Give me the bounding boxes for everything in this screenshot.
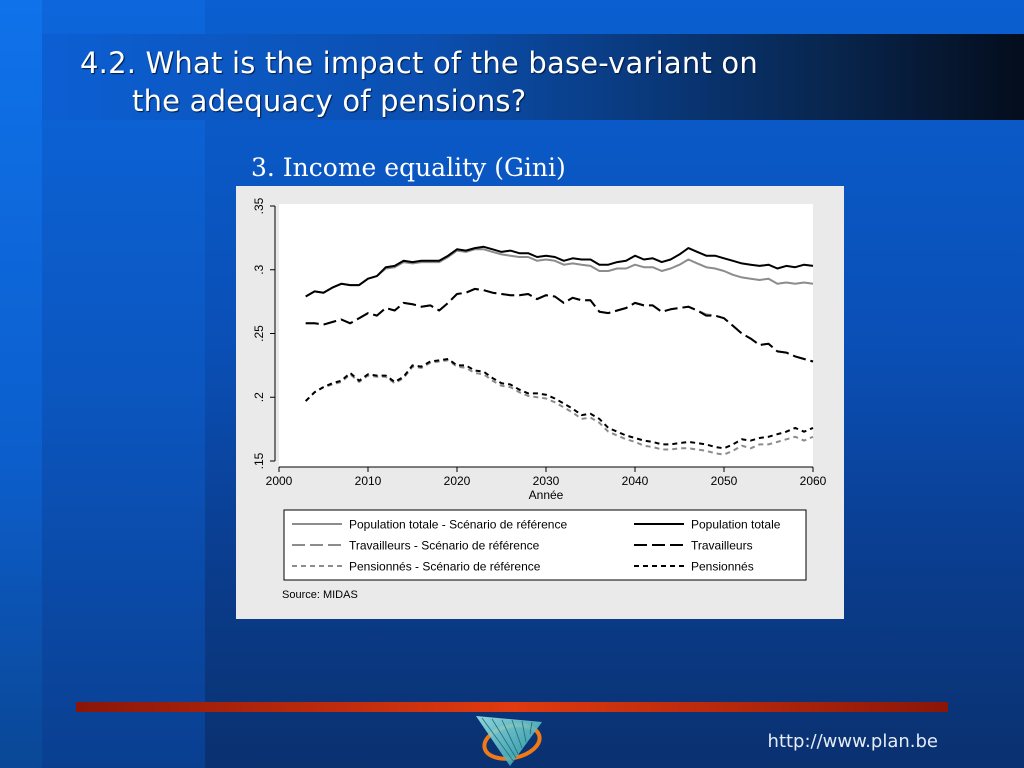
series-line-3 <box>305 287 814 363</box>
legend-label: Pensionnés - Scénario de référence <box>349 560 541 574</box>
y-tick-label: .15 <box>252 452 266 469</box>
series-line-4 <box>304 359 814 456</box>
footer-accent-bar <box>76 702 948 712</box>
legend-label: Pensionnés <box>691 560 754 574</box>
plot-area <box>279 204 813 467</box>
planbe-logo-icon <box>476 716 542 766</box>
x-tick-label: 2020 <box>444 474 471 488</box>
left-edge-strip <box>0 0 42 768</box>
chart-subtitle: 3. Income equality (Gini) <box>251 153 566 182</box>
gini-line-chart: .15 .2 .25 .3 .35 2000 2010 2020 2030 2040 2050 206… <box>252 197 827 601</box>
x-tick-label: 2010 <box>355 474 382 488</box>
y-tick-label: .2 <box>252 392 266 402</box>
footer-url: http://www.plan.be <box>767 731 938 752</box>
slide-title-line-1: 4.2. What is the impact of the base-vari… <box>80 46 758 80</box>
x-tick-label: 2000 <box>266 474 293 488</box>
legend-label: Population totale <box>691 518 781 532</box>
legend-box <box>283 509 807 581</box>
series-line-1 <box>305 245 814 298</box>
legend-label: Travailleurs <box>691 539 753 553</box>
series-line-0 <box>305 248 814 298</box>
x-tick-label: 2060 <box>800 474 827 488</box>
legend-label: Travailleurs - Scénario de référence <box>349 539 540 553</box>
x-axis-label: Année <box>529 488 564 502</box>
chart-panel: .15 .2 .25 .3 .35 2000 2010 2020 2030 2040 2050 206… <box>236 186 844 619</box>
x-tick-label: 2030 <box>533 474 560 488</box>
slide-title-line-2: the adequacy of pensions? <box>132 84 527 118</box>
series-line-5 <box>304 358 814 450</box>
title-band <box>42 34 1024 120</box>
y-tick-label: .35 <box>252 197 266 214</box>
x-tick-label: 2040 <box>622 474 649 488</box>
x-tick-label: 2050 <box>711 474 738 488</box>
slide-title: 4.2. What is the impact of the base-vari… <box>80 44 960 120</box>
y-tick-label: .3 <box>252 264 266 274</box>
y-tick-label: .25 <box>252 325 266 342</box>
legend-label: Population totale - Scénario de référenc… <box>349 518 567 532</box>
source-note: Source: MIDAS <box>282 589 358 601</box>
